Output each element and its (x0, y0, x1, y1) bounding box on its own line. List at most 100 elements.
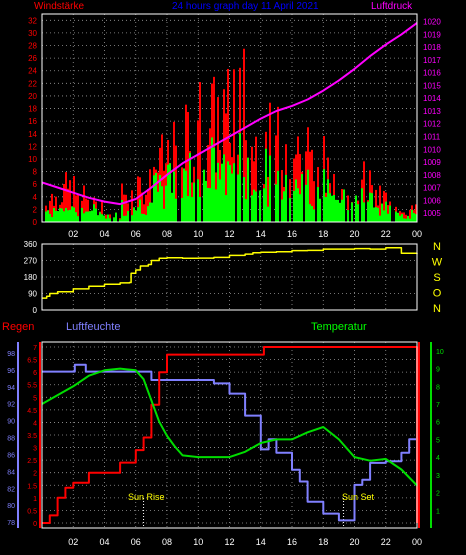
wind-avg-bar (147, 206, 149, 222)
wind-avg-bar (347, 210, 349, 222)
wind-avg-bar (341, 199, 343, 222)
wind-avg-bar (97, 215, 99, 222)
wind-avg-bar (313, 209, 315, 222)
rain-axis-tick-label: 2 (33, 471, 37, 478)
wind-avg-bar (155, 172, 157, 222)
wind-gust-bar (363, 161, 365, 222)
wind-avg-bar (99, 212, 101, 222)
humidity-axis-tick-label: 86 (7, 452, 15, 459)
wind-avg-bar (219, 179, 221, 222)
wind-axis-tick-label: 30 (28, 29, 37, 38)
climate-chart-x-tick-label: 14 (256, 537, 266, 547)
humidity-axis-tick-label: 98 (7, 351, 15, 358)
pressure-axis-tick-label: 1012 (423, 120, 441, 129)
wind-avg-bar (289, 197, 291, 222)
wind-avg-bar (319, 198, 321, 222)
wind-avg-bar (69, 209, 71, 222)
wind-avg-bar (211, 137, 213, 222)
wind-avg-bar (59, 207, 61, 222)
pressure-axis-tick-label: 1006 (423, 196, 441, 205)
pressure-axis-tick-label: 1014 (423, 94, 441, 103)
wind-avg-bar (381, 203, 383, 222)
wind-axis-tick-label: 10 (28, 155, 37, 164)
wind-avg-bar (227, 161, 229, 222)
wind-avg-bar (209, 188, 211, 222)
wind-avg-bar (269, 155, 271, 222)
wind-avg-bar (371, 193, 373, 222)
wind-avg-bar (229, 165, 231, 222)
wind-gust-bar (275, 135, 277, 222)
wind-avg-bar (197, 179, 199, 222)
wind-gust-bar (75, 195, 77, 222)
wind-avg-bar (49, 213, 51, 222)
wind-avg-bar (109, 218, 111, 222)
humidity-axis-tick-label: 92 (7, 402, 15, 409)
wind-gust-bar (225, 113, 227, 222)
wind-avg-bar (409, 218, 411, 222)
wind-avg-bar (297, 188, 299, 222)
wind-gust-bar (243, 48, 245, 222)
wind-gust-bar (109, 214, 111, 222)
humidity-line (42, 363, 418, 522)
wind-avg-bar (171, 192, 173, 222)
wind-avg-bar (253, 189, 255, 222)
wind-avg-bar (375, 207, 377, 222)
temperature-axis-tick-label: 3 (436, 473, 440, 480)
wind-gust-bar (69, 180, 71, 222)
wind-gust-bar (233, 69, 235, 222)
wind-gust-bar (51, 193, 53, 222)
pressure-axis-tick-label: 1005 (423, 209, 441, 218)
climate-chart-x-tick-label: 10 (193, 537, 203, 547)
wind-avg-bar (187, 196, 189, 222)
wind-gust-bar (267, 177, 269, 222)
wind-avg-bar (77, 216, 79, 222)
wind-axis-tick-label: 4 (33, 193, 38, 202)
direction-chart-frame (41, 243, 418, 311)
wind-avg-bar (47, 210, 49, 222)
wind-avg-bar (159, 175, 161, 222)
wind-avg-bar (127, 210, 129, 222)
wind-avg-bar (331, 195, 333, 222)
humidity-axis-tick-label: 88 (7, 436, 15, 443)
wind-strength-axis-title: Windstärke (34, 1, 85, 12)
wind-gust-bar (137, 176, 139, 222)
wind-axis-tick-label: 26 (28, 54, 37, 63)
climate-chart-x-tick-label: 04 (99, 537, 109, 547)
wind-avg-bar (137, 207, 139, 222)
wind-avg-bar (143, 213, 145, 222)
wind-avg-bar (207, 187, 209, 222)
pressure-axis-title: Luftdruck (371, 1, 413, 12)
wind-avg-bar (131, 215, 133, 222)
rain-axis-tick-label: 1 (33, 496, 37, 503)
wind-avg-bar (231, 173, 233, 222)
compass-label: N (433, 241, 441, 253)
wind-gust-bar (105, 214, 107, 222)
wind-avg-bar (337, 199, 339, 222)
wind-gust-bar (379, 185, 381, 222)
wind-gust-bar (145, 194, 147, 222)
wind-avg-bar (387, 213, 389, 222)
wind-avg-bar (311, 206, 313, 222)
wind-avg-bar (85, 211, 87, 222)
wind-avg-bar (89, 211, 91, 222)
wind-avg-bar (255, 191, 257, 222)
temperature-axis-title: Temperatur (311, 321, 367, 333)
direction-axis-tick-label: 0 (33, 306, 38, 315)
wind-axis-tick-label: 14 (28, 130, 37, 139)
wind-avg-bar (385, 201, 387, 222)
wind-gust-bar (185, 104, 187, 222)
humidity-axis-tick-label: 94 (7, 385, 15, 392)
wind-direction-line (42, 246, 418, 299)
wind-avg-bar (263, 188, 265, 222)
wind-avg-bar (329, 193, 331, 222)
wind-gust-bar (375, 189, 377, 222)
rain-axis-tick-label: 6.5 (27, 358, 37, 365)
wind-avg-bar (81, 207, 83, 222)
pressure-axis-tick-label: 1007 (423, 184, 441, 193)
wind-avg-bar (75, 212, 77, 222)
wind-avg-bar (265, 148, 267, 222)
wind-avg-bar (55, 210, 57, 222)
humidity-axis-tick-label: 84 (7, 469, 15, 476)
rain-axis-tick-label: 3.5 (27, 433, 37, 440)
wind-chart-x-tick-label: 06 (131, 229, 141, 239)
